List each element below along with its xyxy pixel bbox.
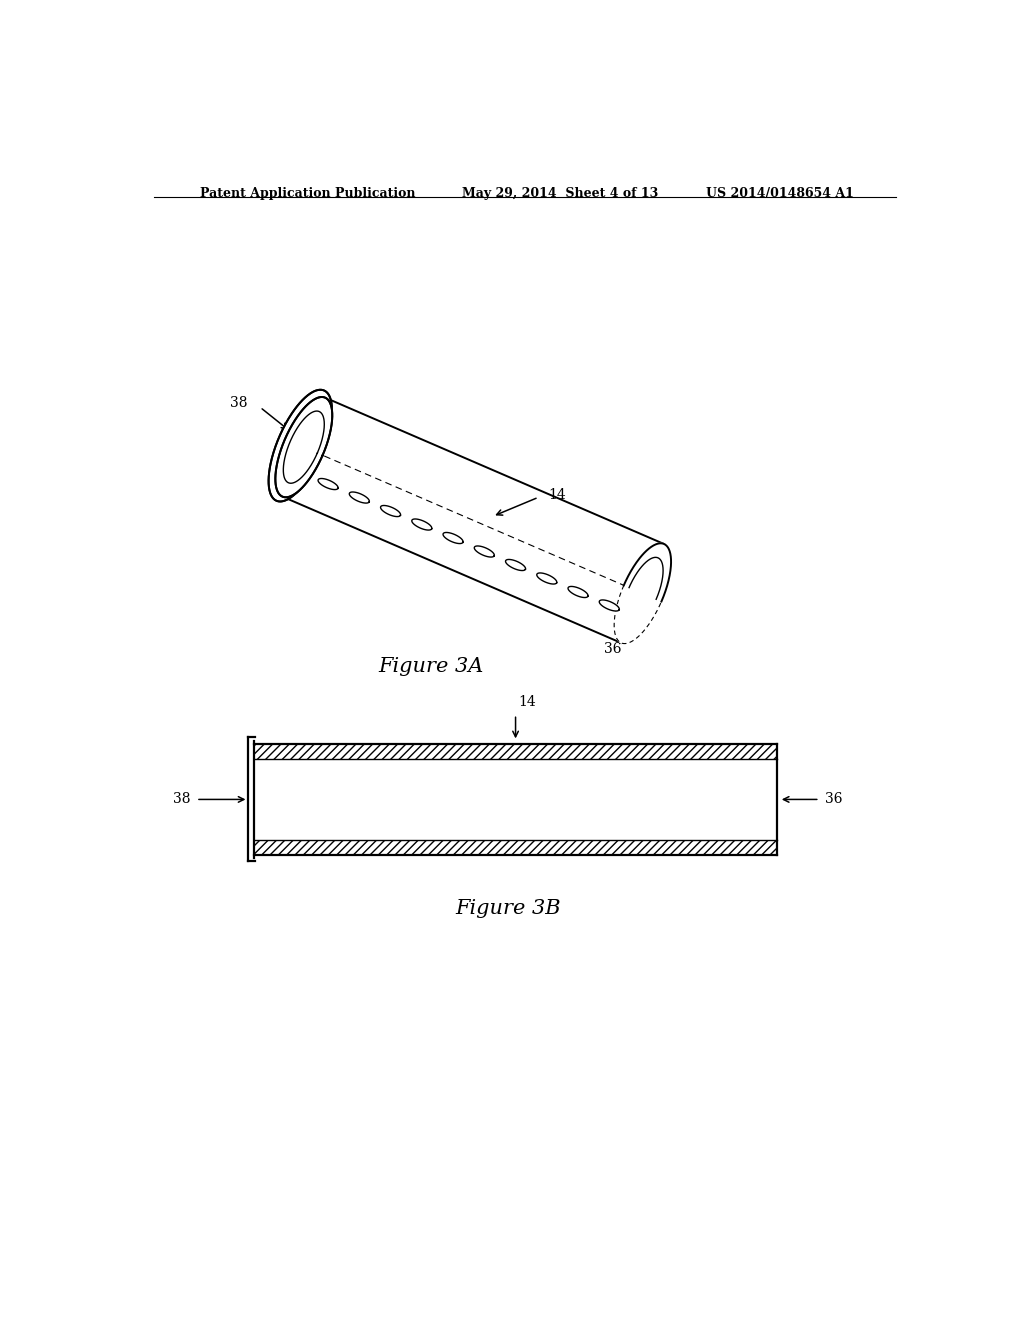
Polygon shape [318, 479, 338, 490]
Polygon shape [474, 546, 495, 557]
Polygon shape [614, 544, 671, 644]
Polygon shape [506, 560, 525, 570]
Text: 14: 14 [518, 694, 536, 709]
Bar [254, 743, 777, 759]
Text: 38: 38 [173, 792, 190, 807]
Polygon shape [275, 397, 332, 498]
Polygon shape [381, 506, 400, 516]
Polygon shape [254, 743, 777, 855]
Polygon shape [568, 586, 588, 598]
Text: Figure 3B: Figure 3B [455, 899, 561, 919]
Polygon shape [412, 519, 432, 531]
Polygon shape [443, 532, 463, 544]
Text: US 2014/0148654 A1: US 2014/0148654 A1 [707, 187, 854, 199]
Text: 14: 14 [549, 488, 566, 502]
Polygon shape [268, 389, 332, 502]
Bar [254, 840, 777, 855]
Text: 38: 38 [230, 396, 248, 411]
Text: May 29, 2014  Sheet 4 of 13: May 29, 2014 Sheet 4 of 13 [462, 187, 657, 199]
Text: 36: 36 [825, 792, 843, 807]
Polygon shape [349, 492, 370, 503]
Text: Patent Application Publication: Patent Application Publication [200, 187, 416, 199]
Text: Figure 3A: Figure 3A [378, 657, 483, 676]
Polygon shape [599, 599, 620, 611]
Polygon shape [537, 573, 557, 583]
Polygon shape [283, 397, 664, 643]
Text: 36: 36 [604, 642, 622, 656]
